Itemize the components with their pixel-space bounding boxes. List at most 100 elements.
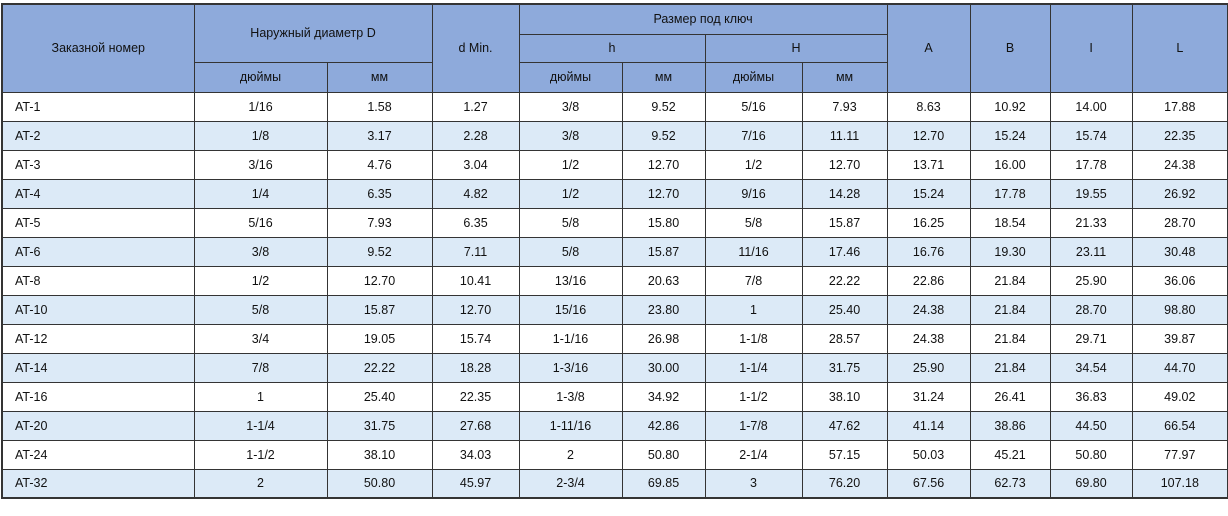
col-header-outer-diameter: Наружный диаметр D <box>193 3 433 63</box>
value-cell: 42.86 <box>621 410 706 441</box>
value-cell: 1 <box>193 381 328 412</box>
value-cell: 1-1/4 <box>193 410 328 441</box>
value-cell: 9/16 <box>704 178 803 209</box>
value-cell: 3.17 <box>326 120 433 151</box>
value-cell: 10.41 <box>431 265 520 296</box>
value-cell: 28.70 <box>1049 294 1133 325</box>
col-header-order-number: Заказной номер <box>1 3 195 93</box>
value-cell: 50.80 <box>621 439 706 470</box>
value-cell: 98.80 <box>1131 294 1228 325</box>
value-cell: 24.38 <box>886 294 971 325</box>
table-row: AT-2 1/8 3.17 2.28 3/8 9.52 7/16 11.11 12.70 15.2… <box>1 120 1228 151</box>
table-row: AT-10 5/8 15.87 12.70 15/16 23.80 1 25.40 24.38 2… <box>1 294 1228 325</box>
value-cell: 11.11 <box>801 120 888 151</box>
value-cell: 45.97 <box>431 468 520 499</box>
table-row: AT-4 1/4 6.35 4.82 1/2 12.70 9/16 14.28 15.24 17.… <box>1 178 1228 209</box>
value-cell: 3/4 <box>193 323 328 354</box>
value-cell: 30.48 <box>1131 236 1228 267</box>
value-cell: 14.28 <box>801 178 888 209</box>
value-cell: 3/8 <box>518 120 623 151</box>
value-cell: 15.24 <box>969 120 1051 151</box>
table-row: AT-8 1/2 12.70 10.41 13/16 20.63 7/8 22.22 22.86… <box>1 265 1228 296</box>
value-cell: 20.63 <box>621 265 706 296</box>
value-cell: 45.21 <box>969 439 1051 470</box>
value-cell: 36.06 <box>1131 265 1228 296</box>
col-header-l: L <box>1131 3 1228 93</box>
value-cell: 28.70 <box>1131 207 1228 238</box>
value-cell: 31.75 <box>326 410 433 441</box>
col-header-hh-inches: дюймы <box>704 61 803 93</box>
order-number-cell: AT-2 <box>1 120 195 151</box>
col-header-b: B <box>969 3 1051 93</box>
value-cell: 2.28 <box>431 120 520 151</box>
value-cell: 8.63 <box>886 91 971 122</box>
value-cell: 15.87 <box>621 236 706 267</box>
order-number-cell: AT-32 <box>1 468 195 499</box>
value-cell: 1-3/16 <box>518 352 623 383</box>
value-cell: 38.10 <box>326 439 433 470</box>
order-number-cell: AT-4 <box>1 178 195 209</box>
value-cell: 3/8 <box>518 91 623 122</box>
value-cell: 21.33 <box>1049 207 1133 238</box>
value-cell: 1-3/8 <box>518 381 623 412</box>
order-number-cell: AT-8 <box>1 265 195 296</box>
value-cell: 44.50 <box>1049 410 1133 441</box>
value-cell: 34.92 <box>621 381 706 412</box>
value-cell: 13.71 <box>886 149 971 180</box>
table-header: Заказной номер Наружный диаметр D d Min.… <box>1 3 1228 93</box>
value-cell: 107.18 <box>1131 468 1228 499</box>
value-cell: 19.30 <box>969 236 1051 267</box>
value-cell: 12.70 <box>801 149 888 180</box>
table-body: AT-1 1/16 1.58 1.27 3/8 9.52 5/16 7.93 8.63 10.92… <box>1 91 1228 499</box>
col-header-wrench-size: Размер под ключ <box>518 3 888 35</box>
value-cell: 5/16 <box>193 207 328 238</box>
value-cell: 1-1/4 <box>704 352 803 383</box>
value-cell: 29.71 <box>1049 323 1133 354</box>
col-header-h-mm: мм <box>621 61 706 93</box>
value-cell: 12.70 <box>621 149 706 180</box>
value-cell: 16.76 <box>886 236 971 267</box>
order-number-cell: AT-24 <box>1 439 195 470</box>
value-cell: 3/16 <box>193 149 328 180</box>
value-cell: 7.93 <box>326 207 433 238</box>
value-cell: 15.80 <box>621 207 706 238</box>
order-number-cell: AT-3 <box>1 149 195 180</box>
value-cell: 10.92 <box>969 91 1051 122</box>
value-cell: 11/16 <box>704 236 803 267</box>
value-cell: 17.78 <box>1049 149 1133 180</box>
col-header-h-inches: дюймы <box>518 61 623 93</box>
value-cell: 25.90 <box>1049 265 1133 296</box>
value-cell: 34.03 <box>431 439 520 470</box>
value-cell: 30.00 <box>621 352 706 383</box>
value-cell: 1-11/16 <box>518 410 623 441</box>
value-cell: 19.55 <box>1049 178 1133 209</box>
value-cell: 23.80 <box>621 294 706 325</box>
value-cell: 18.28 <box>431 352 520 383</box>
order-number-cell: AT-20 <box>1 410 195 441</box>
value-cell: 2 <box>518 439 623 470</box>
value-cell: 6.35 <box>326 178 433 209</box>
value-cell: 1.58 <box>326 91 433 122</box>
order-number-cell: AT-12 <box>1 323 195 354</box>
value-cell: 1/4 <box>193 178 328 209</box>
value-cell: 1/2 <box>193 265 328 296</box>
value-cell: 3 <box>704 468 803 499</box>
value-cell: 12.70 <box>886 120 971 151</box>
table-row: AT-16 1 25.40 22.35 1-3/8 34.92 1-1/2 38.10 31.2… <box>1 381 1228 412</box>
order-number-cell: AT-16 <box>1 381 195 412</box>
value-cell: 44.70 <box>1131 352 1228 383</box>
value-cell: 1-1/2 <box>704 381 803 412</box>
value-cell: 7/8 <box>704 265 803 296</box>
value-cell: 22.35 <box>431 381 520 412</box>
value-cell: 13/16 <box>518 265 623 296</box>
value-cell: 12.70 <box>431 294 520 325</box>
table-row: AT-14 7/8 22.22 18.28 1-3/16 30.00 1-1/4 31.75 2… <box>1 352 1228 383</box>
table-row: AT-6 3/8 9.52 7.11 5/8 15.87 11/16 17.46 16.76 19… <box>1 236 1228 267</box>
value-cell: 66.54 <box>1131 410 1228 441</box>
value-cell: 50.80 <box>326 468 433 499</box>
value-cell: 69.80 <box>1049 468 1133 499</box>
value-cell: 7/16 <box>704 120 803 151</box>
value-cell: 7/8 <box>193 352 328 383</box>
value-cell: 3/8 <box>193 236 328 267</box>
value-cell: 18.54 <box>969 207 1051 238</box>
